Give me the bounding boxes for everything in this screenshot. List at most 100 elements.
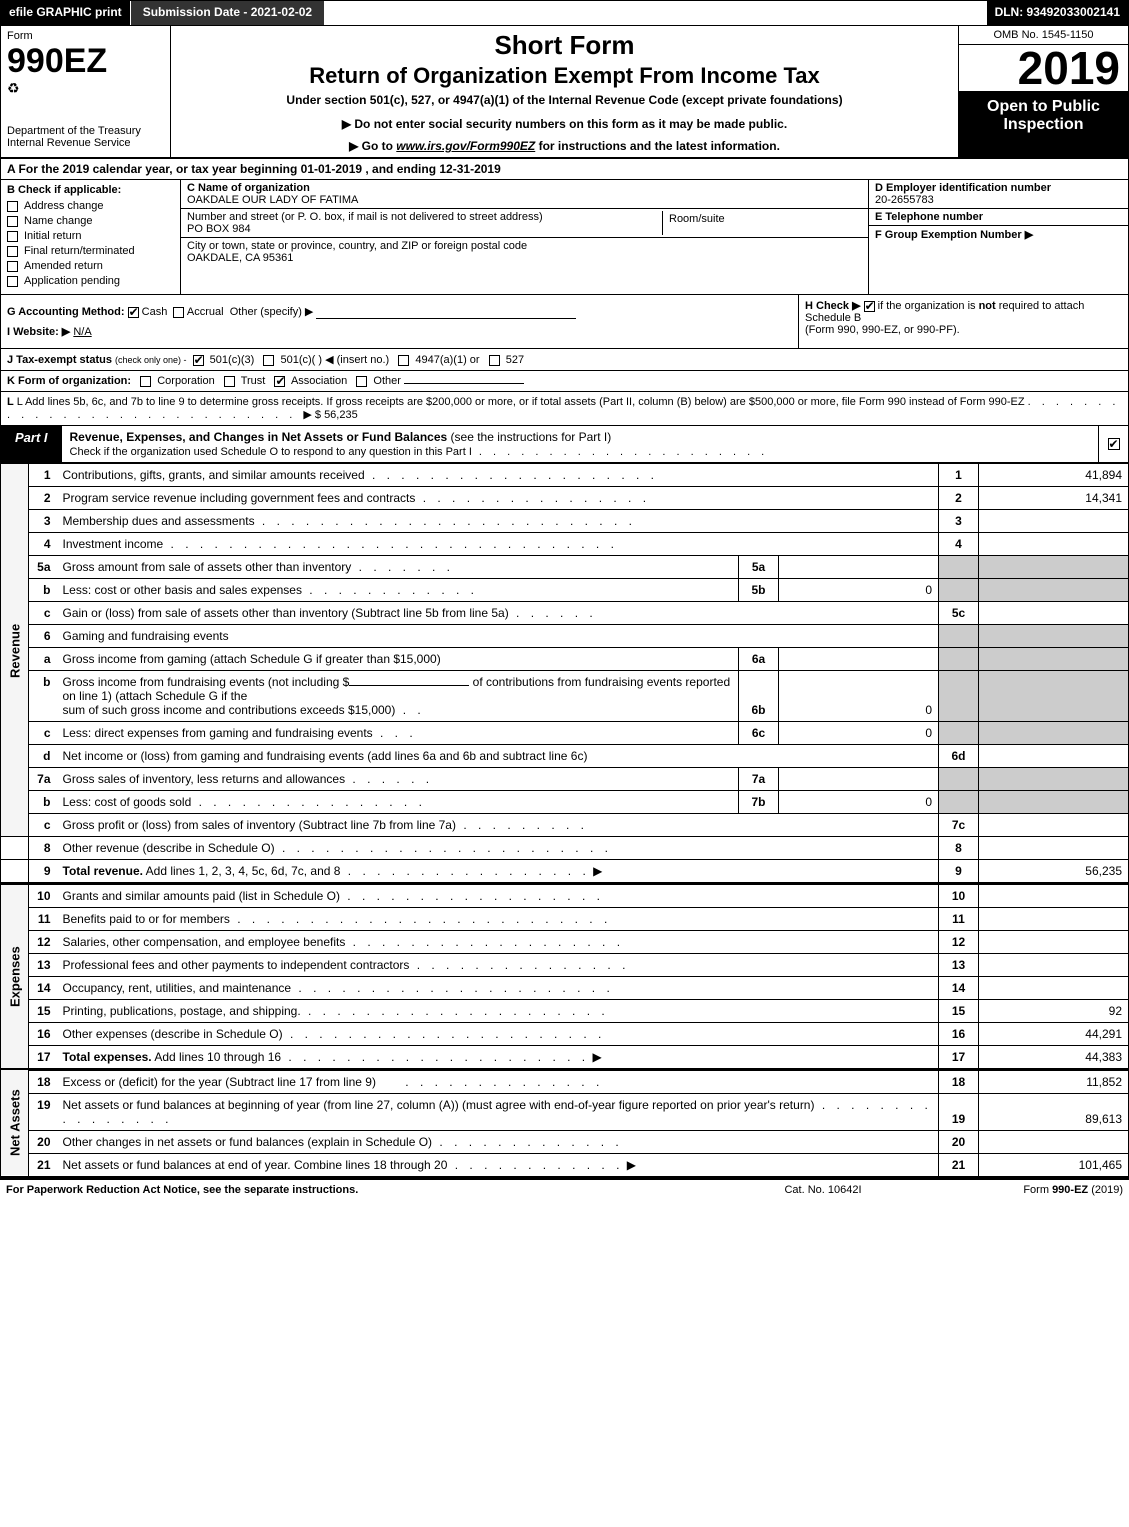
- street-row: Number and street (or P. O. box, if mail…: [181, 209, 868, 238]
- g-accounting-method: G Accounting Method: Cash Accrual Other …: [7, 305, 792, 319]
- city-label: City or town, state or province, country…: [187, 240, 862, 252]
- ein-row: D Employer identification number 20-2655…: [869, 180, 1128, 209]
- under-section-text: Under section 501(c), 527, or 4947(a)(1)…: [177, 93, 952, 107]
- line-ref: 1: [939, 464, 979, 487]
- street-label: Number and street (or P. O. box, if mail…: [187, 211, 662, 223]
- other-line[interactable]: [404, 383, 524, 384]
- goto-link[interactable]: www.irs.gov/Form990EZ: [396, 139, 535, 153]
- phone-row: E Telephone number: [869, 209, 1128, 226]
- part-i-header: Part I Revenue, Expenses, and Changes in…: [0, 426, 1129, 463]
- dln-label: DLN: 93492033002141: [987, 1, 1128, 25]
- ein-value: 20-2655783: [875, 194, 1122, 206]
- l-value: $ 56,235: [315, 409, 358, 421]
- top-bar: efile GRAPHIC print Submission Date - 20…: [0, 0, 1129, 26]
- d-label: D Employer identification number: [875, 182, 1122, 194]
- form-header: Form 990EZ ♻ Department of the Treasury …: [0, 26, 1129, 159]
- checkbox-corporation[interactable]: [140, 376, 151, 387]
- section-c-name-address: C Name of organization OAKDALE OUR LADY …: [181, 180, 868, 294]
- accounting-website-block: G Accounting Method: Cash Accrual Other …: [0, 295, 1129, 349]
- checkbox-icon[interactable]: [7, 201, 18, 212]
- part-i-checkbox-cell: [1098, 426, 1128, 462]
- return-title: Return of Organization Exempt From Incom…: [177, 63, 952, 89]
- part-i-title: Revenue, Expenses, and Changes in Net As…: [62, 426, 1098, 462]
- short-form-title: Short Form: [177, 30, 952, 61]
- org-name: OAKDALE OUR LADY OF FATIMA: [187, 194, 862, 206]
- i-website: I Website: ▶ N/A: [7, 325, 792, 338]
- street-value: PO BOX 984: [187, 223, 662, 235]
- page-footer: For Paperwork Reduction Act Notice, see …: [0, 1177, 1129, 1200]
- city-row: City or town, state or province, country…: [181, 238, 868, 266]
- checkbox-icon[interactable]: [7, 276, 18, 287]
- header-left: Form 990EZ ♻ Department of the Treasury …: [1, 26, 171, 157]
- section-a-tax-year: A For the 2019 calendar year, or tax yea…: [0, 159, 1129, 180]
- checkbox-501c[interactable]: [263, 355, 274, 366]
- do-not-enter-text: ▶ Do not enter social security numbers o…: [177, 117, 952, 131]
- j-tax-exempt-status: J Tax-exempt status (check only one) - 5…: [0, 349, 1129, 371]
- department-label: Department of the Treasury: [7, 125, 164, 137]
- l-gross-receipts: L L Add lines 5b, 6c, and 7b to line 9 t…: [0, 392, 1129, 426]
- city-value: OAKDALE, CA 95361: [187, 252, 862, 264]
- checkbox-icon[interactable]: [7, 246, 18, 257]
- tax-year: 2019: [959, 45, 1128, 92]
- catalog-number: Cat. No. 10642I: [723, 1184, 923, 1196]
- part-i-label: Part I: [1, 426, 62, 462]
- form-reference: Form 990-EZ (2019): [923, 1184, 1123, 1196]
- org-name-row: C Name of organization OAKDALE OUR LADY …: [181, 180, 868, 209]
- form-word: Form: [7, 30, 164, 42]
- check-address-change[interactable]: Address change: [7, 200, 174, 212]
- group-exemption-row: F Group Exemption Number ▶: [869, 226, 1128, 294]
- check-initial-return[interactable]: Initial return: [7, 230, 174, 242]
- efile-label: efile GRAPHIC print: [1, 1, 130, 25]
- f-label: F Group Exemption Number ▶: [875, 229, 1033, 241]
- topbar-spacer: [324, 1, 986, 25]
- checkbox-other[interactable]: [356, 376, 367, 387]
- k-form-of-organization: K Form of organization: Corporation Trus…: [0, 371, 1129, 392]
- checkbox-accrual[interactable]: [173, 307, 184, 318]
- c-label: C Name of organization: [187, 182, 310, 194]
- entity-block: B Check if applicable: Address change Na…: [0, 180, 1129, 295]
- header-center: Short Form Return of Organization Exempt…: [171, 26, 958, 157]
- goto-suffix: for instructions and the latest informat…: [539, 139, 780, 153]
- checkbox-4947[interactable]: [398, 355, 409, 366]
- line-value: 41,894: [979, 464, 1129, 487]
- check-application-pending[interactable]: Application pending: [7, 275, 174, 287]
- page-root: efile GRAPHIC print Submission Date - 20…: [0, 0, 1129, 1200]
- revenue-expense-table: Revenue 1 Contributions, gifts, grants, …: [0, 463, 1129, 1177]
- goto-prefix: ▶ Go to: [349, 139, 396, 153]
- check-amended-return[interactable]: Amended return: [7, 260, 174, 272]
- line-num: 1: [29, 464, 57, 487]
- goto-text: ▶ Go to www.irs.gov/Form990EZ for instru…: [177, 139, 952, 153]
- checkbox-icon[interactable]: [7, 231, 18, 242]
- paperwork-notice: For Paperwork Reduction Act Notice, see …: [6, 1184, 723, 1196]
- open-to-public: Open to Public Inspection: [959, 92, 1128, 157]
- b-check-label: B Check if applicable:: [7, 184, 174, 196]
- form-number: 990EZ: [7, 44, 164, 78]
- room-suite: Room/suite: [662, 211, 862, 235]
- checkbox-icon[interactable]: [7, 216, 18, 227]
- sidetab-revenue: Revenue: [1, 464, 29, 837]
- blank-line[interactable]: [349, 685, 469, 686]
- checkbox-cash[interactable]: [128, 307, 139, 318]
- other-specify-line[interactable]: [316, 305, 576, 319]
- checkbox-schedule-o[interactable]: [1108, 438, 1120, 450]
- checkbox-501c3[interactable]: [193, 355, 204, 366]
- h-check-block: H Check ▶ if the organization is not req…: [798, 295, 1128, 348]
- website-value: N/A: [73, 326, 91, 338]
- recycle-icon: ♻: [7, 80, 20, 96]
- checkbox-527[interactable]: [489, 355, 500, 366]
- sidetab-expenses: Expenses: [1, 884, 29, 1070]
- checkbox-icon[interactable]: [7, 261, 18, 272]
- checkbox-trust[interactable]: [224, 376, 235, 387]
- submission-date: Submission Date - 2021-02-02: [130, 1, 324, 25]
- e-label: E Telephone number: [875, 211, 1122, 223]
- checkbox-association[interactable]: [274, 376, 285, 387]
- line-desc: Contributions, gifts, grants, and simila…: [57, 464, 939, 487]
- irs-label: Internal Revenue Service: [7, 137, 164, 149]
- section-d-e-f: D Employer identification number 20-2655…: [868, 180, 1128, 294]
- section-b-checks: B Check if applicable: Address change Na…: [1, 180, 181, 294]
- checkbox-h[interactable]: [864, 301, 875, 312]
- check-name-change[interactable]: Name change: [7, 215, 174, 227]
- sidetab-net-assets: Net Assets: [1, 1070, 29, 1177]
- check-final-return[interactable]: Final return/terminated: [7, 245, 174, 257]
- header-right: OMB No. 1545-1150 2019 Open to Public In…: [958, 26, 1128, 157]
